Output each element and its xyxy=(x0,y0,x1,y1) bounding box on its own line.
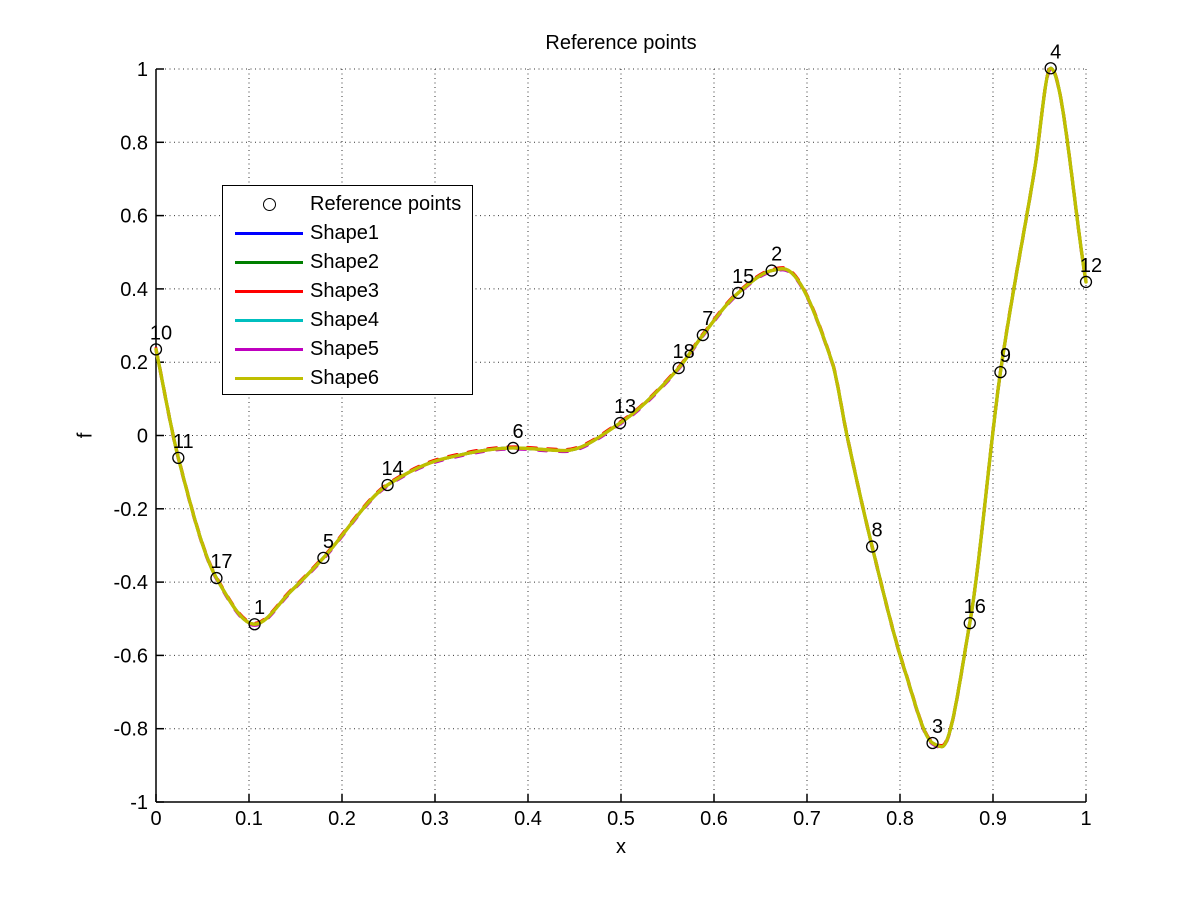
reference-point-label: 1 xyxy=(254,597,265,619)
x-tick-label: 0.3 xyxy=(421,808,449,830)
reference-point-marker xyxy=(172,451,185,465)
legend-item-label: Shape4 xyxy=(310,309,379,331)
reference-point-label: 18 xyxy=(673,341,695,363)
reference-point-label: 14 xyxy=(381,458,403,480)
reference-point-marker xyxy=(865,540,879,553)
reference-point-marker xyxy=(696,328,709,342)
legend-item: Shape6 xyxy=(223,364,472,393)
x-tick-label: 1 xyxy=(1080,808,1091,830)
legend-swatch-cell xyxy=(235,198,303,211)
reference-point-marker xyxy=(765,264,778,277)
y-tick-label: -0.8 xyxy=(114,719,148,741)
x-tick-label: 0.5 xyxy=(607,808,635,830)
reference-point-marker xyxy=(732,286,745,300)
reference-point-marker xyxy=(1044,62,1057,75)
y-tick-label: 0.6 xyxy=(120,206,148,228)
y-tick-label: 0.8 xyxy=(120,132,148,154)
x-tick-label: 0.4 xyxy=(514,808,542,830)
chart-title: Reference points xyxy=(545,32,697,54)
reference-point-label: 8 xyxy=(872,520,883,542)
legend-item: Shape5 xyxy=(223,335,472,364)
reference-point-label: 4 xyxy=(1050,41,1061,63)
reference-point-marker xyxy=(149,343,163,356)
reference-point-marker xyxy=(248,618,261,631)
legend-item-label: Reference points xyxy=(310,193,462,215)
legend-swatch-cell xyxy=(235,348,303,351)
y-tick-label: -0.2 xyxy=(114,499,148,521)
reference-point-label: 9 xyxy=(1000,345,1011,367)
y-tick-label: -0.4 xyxy=(114,572,148,594)
reference-point-marker xyxy=(210,571,223,585)
legend-line-swatch xyxy=(235,261,303,264)
legend-item: Reference points xyxy=(223,190,472,219)
legend-item: Shape4 xyxy=(223,306,472,335)
reference-point-label: 12 xyxy=(1080,255,1102,277)
legend-item-label: Shape1 xyxy=(310,222,379,244)
legend-item-label: Shape3 xyxy=(310,280,379,302)
reference-point-label: 15 xyxy=(732,266,754,288)
reference-point-label: 2 xyxy=(771,244,782,266)
x-tick-label: 0.1 xyxy=(235,808,263,830)
reference-point-label: 3 xyxy=(932,716,943,738)
legend-line-swatch xyxy=(235,290,303,293)
reference-point-label: 5 xyxy=(323,531,334,553)
x-tick-label: 0.7 xyxy=(793,808,821,830)
reference-point-label: 7 xyxy=(702,308,713,330)
legend-swatch-cell xyxy=(235,319,303,322)
legend-line-swatch xyxy=(235,319,303,322)
x-tick-label: 0.2 xyxy=(328,808,356,830)
legend-swatch-cell xyxy=(235,261,303,264)
reference-point-marker xyxy=(1079,275,1093,289)
legend-swatch-cell xyxy=(235,290,303,293)
reference-point-marker xyxy=(994,365,1007,379)
y-tick-label: -1 xyxy=(130,792,148,814)
reference-point-label: 10 xyxy=(150,322,172,344)
reference-point-marker xyxy=(506,441,520,455)
y-tick-label: 0 xyxy=(137,426,148,448)
legend-line-swatch xyxy=(235,348,303,351)
legend-swatch-cell xyxy=(235,377,303,380)
x-tick-label: 0.8 xyxy=(886,808,914,830)
x-tick-label: 0.9 xyxy=(979,808,1007,830)
reference-point-label: 6 xyxy=(513,421,524,443)
y-tick-label: 0.2 xyxy=(120,352,148,374)
legend-item: Shape3 xyxy=(223,277,472,306)
legend-item: Shape2 xyxy=(223,248,472,277)
legend-item-label: Shape6 xyxy=(310,367,379,389)
reference-point-label: 17 xyxy=(210,551,232,573)
legend-swatch-cell xyxy=(235,232,303,235)
legend-item-label: Shape5 xyxy=(310,338,379,360)
y-tick-label: 1 xyxy=(137,59,148,81)
reference-point-marker xyxy=(317,551,330,565)
reference-point-marker xyxy=(381,478,394,492)
legend: Reference points Shape1 Shape2 Shape3 Shape4… xyxy=(222,185,473,395)
reference-point-marker xyxy=(672,361,685,375)
reference-point-label: 11 xyxy=(173,431,194,453)
reference-point-marker xyxy=(963,616,976,630)
reference-point-label: 16 xyxy=(964,596,986,618)
legend-line-swatch xyxy=(235,377,303,380)
legend-item-label: Shape2 xyxy=(310,251,379,273)
x-tick-label: 0 xyxy=(150,808,161,830)
x-axis-label: x xyxy=(616,836,626,858)
y-axis-label: f xyxy=(74,432,97,439)
legend-line-swatch xyxy=(235,232,303,235)
reference-point-marker xyxy=(926,736,939,750)
reference-point-label: 13 xyxy=(614,396,636,418)
legend-circle-marker-icon xyxy=(262,198,276,211)
reference-point-marker xyxy=(613,416,627,430)
legend-item: Shape1 xyxy=(223,219,472,248)
y-tick-label: -0.6 xyxy=(114,645,148,667)
y-tick-label: 0.4 xyxy=(120,279,148,301)
x-tick-label: 0.6 xyxy=(700,808,728,830)
